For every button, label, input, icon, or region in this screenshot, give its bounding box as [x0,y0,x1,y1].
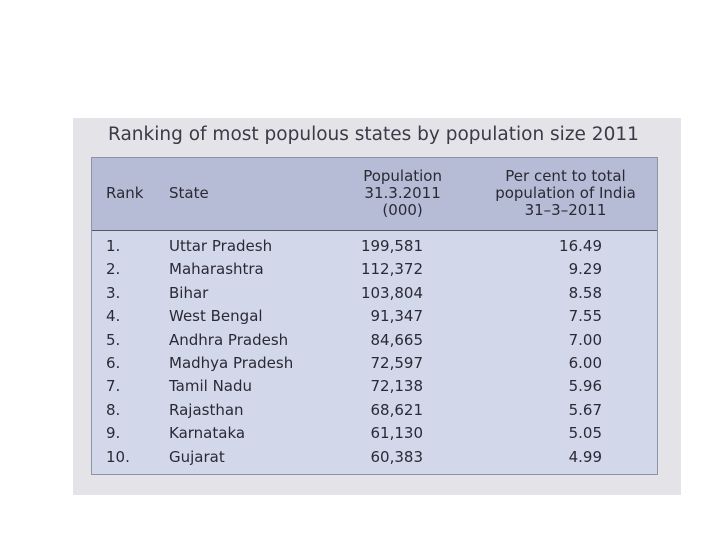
header-line: State [169,183,209,202]
percent: 5.05 [568,424,602,443]
population: 112,372 [360,260,423,279]
percent: 4.99 [568,447,602,466]
percent: 8.58 [568,283,602,302]
rank: 5. [106,330,121,349]
population: 91,347 [370,307,424,326]
state-name: Tamil Nadu [169,377,253,396]
header-cell: Rank [106,183,144,202]
header-line: 31–3–2011 [524,200,607,219]
population: 60,383 [370,447,424,466]
population: 61,130 [370,424,424,443]
header-line: Population [363,166,442,185]
state-name: Uttar Pradesh [169,237,273,255]
population: 103,804 [360,283,423,302]
rank: 1. [106,237,121,255]
table-header: Rank State Population 31.3.2011 (000) Per cen… [92,158,657,231]
rank: 2. [106,260,121,279]
rank: 9. [106,424,121,443]
rank: 8. [106,400,121,419]
percent: 7.00 [568,330,602,349]
percent: 6.00 [568,354,602,372]
state-name: Maharashtra [169,260,264,279]
population: 199,581 [360,237,423,255]
table-title: Ranking of most populous states by popul… [108,124,639,145]
state-name: Madhya Pradesh [169,354,294,372]
header-line: population of India [495,183,636,202]
header-line: (000) [382,200,423,219]
population: 72,138 [370,377,424,396]
population: 68,621 [370,400,424,419]
rank: 3. [106,283,121,302]
state-name: Bihar [169,283,209,302]
population: 84,665 [370,330,424,349]
percent: 5.96 [568,377,602,396]
population: 72,597 [370,354,424,372]
header-cell: Population 31.3.2011 (000) [363,166,442,219]
state-name: Gujarat [169,447,225,466]
rank: 6. [106,354,121,372]
state-name: West Bengal [169,307,263,326]
percent: 7.55 [568,307,602,326]
percent: 16.49 [559,237,602,255]
header-line: 31.3.2011 [364,183,441,202]
rank: 4. [106,307,121,326]
scanned-page: Ranking of most populous states by popul… [73,118,681,495]
header-cell: State [169,183,209,202]
percent: 9.29 [568,260,602,279]
state-name: Andhra Pradesh [169,330,289,349]
state-name: Rajasthan [169,400,244,419]
percent: 5.67 [568,400,602,419]
rank: 10. [106,447,130,466]
state-name: Karnataka [169,424,246,443]
header-line: Per cent to total [505,166,626,185]
header-cell: Per cent to total population of India 31–3… [478,166,653,219]
rank: 7. [106,377,121,396]
table: Rank State Population 31.3.2011 (000) Per cen… [91,157,658,475]
header-line: Rank [106,183,144,202]
